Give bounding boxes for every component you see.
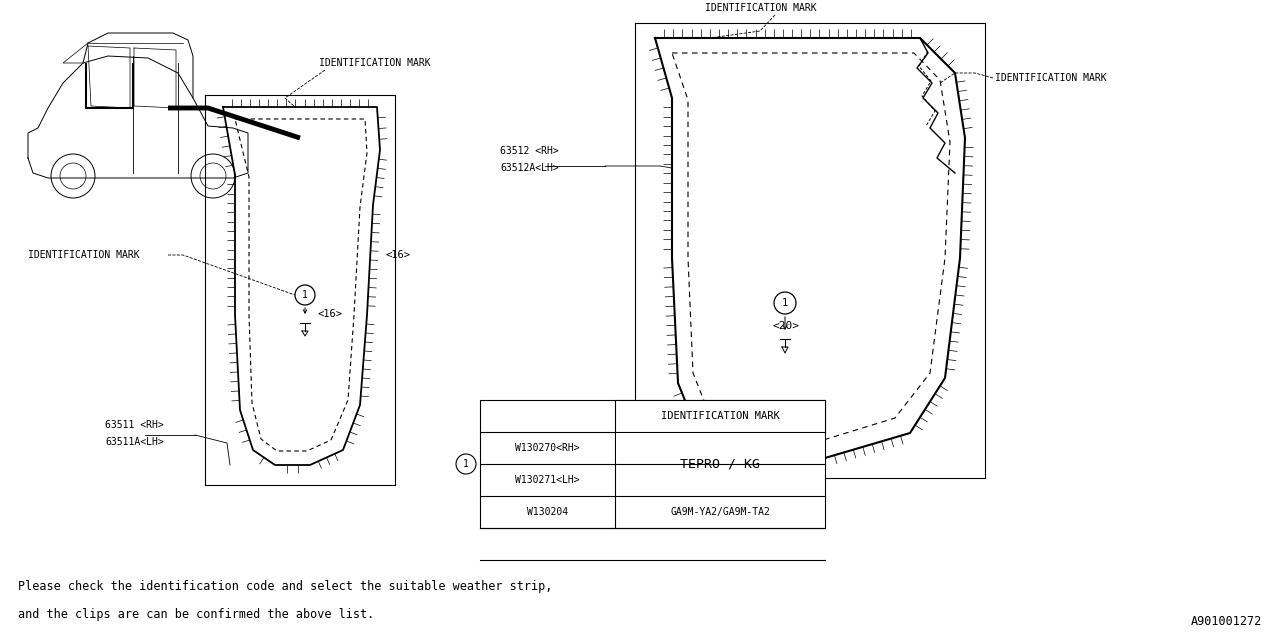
Text: and the clips are can be confirmed the above list.: and the clips are can be confirmed the a… <box>18 608 374 621</box>
Text: W130204: W130204 <box>527 507 568 517</box>
Text: W130271<LH>: W130271<LH> <box>515 475 580 485</box>
Text: IDENTIFICATION MARK: IDENTIFICATION MARK <box>660 411 780 421</box>
Text: TEPRO / KG: TEPRO / KG <box>680 458 760 470</box>
Text: GA9M-YA2/GA9M-TA2: GA9M-YA2/GA9M-TA2 <box>669 507 771 517</box>
Text: 63512A<LH>: 63512A<LH> <box>500 163 559 173</box>
Circle shape <box>294 285 315 305</box>
Text: <20>: <20> <box>773 321 800 331</box>
Bar <box>614 400 826 432</box>
Text: IDENTIFICATION MARK: IDENTIFICATION MARK <box>705 3 817 13</box>
Circle shape <box>774 292 796 314</box>
Text: IDENTIFICATION MARK: IDENTIFICATION MARK <box>319 58 431 68</box>
Text: 63512 <RH>: 63512 <RH> <box>500 146 559 156</box>
Circle shape <box>456 454 476 474</box>
Text: Please check the identification code and select the suitable weather strip,: Please check the identification code and… <box>18 580 553 593</box>
Text: IDENTIFICATION MARK: IDENTIFICATION MARK <box>995 73 1107 83</box>
Text: A901001272: A901001272 <box>1190 615 1262 628</box>
Text: W130270<RH>: W130270<RH> <box>515 443 580 453</box>
Text: 63511A<LH>: 63511A<LH> <box>105 437 164 447</box>
Text: 1: 1 <box>302 290 308 300</box>
Text: IDENTIFICATION MARK: IDENTIFICATION MARK <box>28 250 140 260</box>
Text: <16>: <16> <box>385 250 410 260</box>
Bar <box>480 400 826 528</box>
Bar <box>616 433 824 463</box>
Text: 1: 1 <box>463 459 468 469</box>
Text: <16>: <16> <box>317 309 343 319</box>
Text: 63511 <RH>: 63511 <RH> <box>105 420 164 430</box>
Text: 1: 1 <box>782 298 788 308</box>
